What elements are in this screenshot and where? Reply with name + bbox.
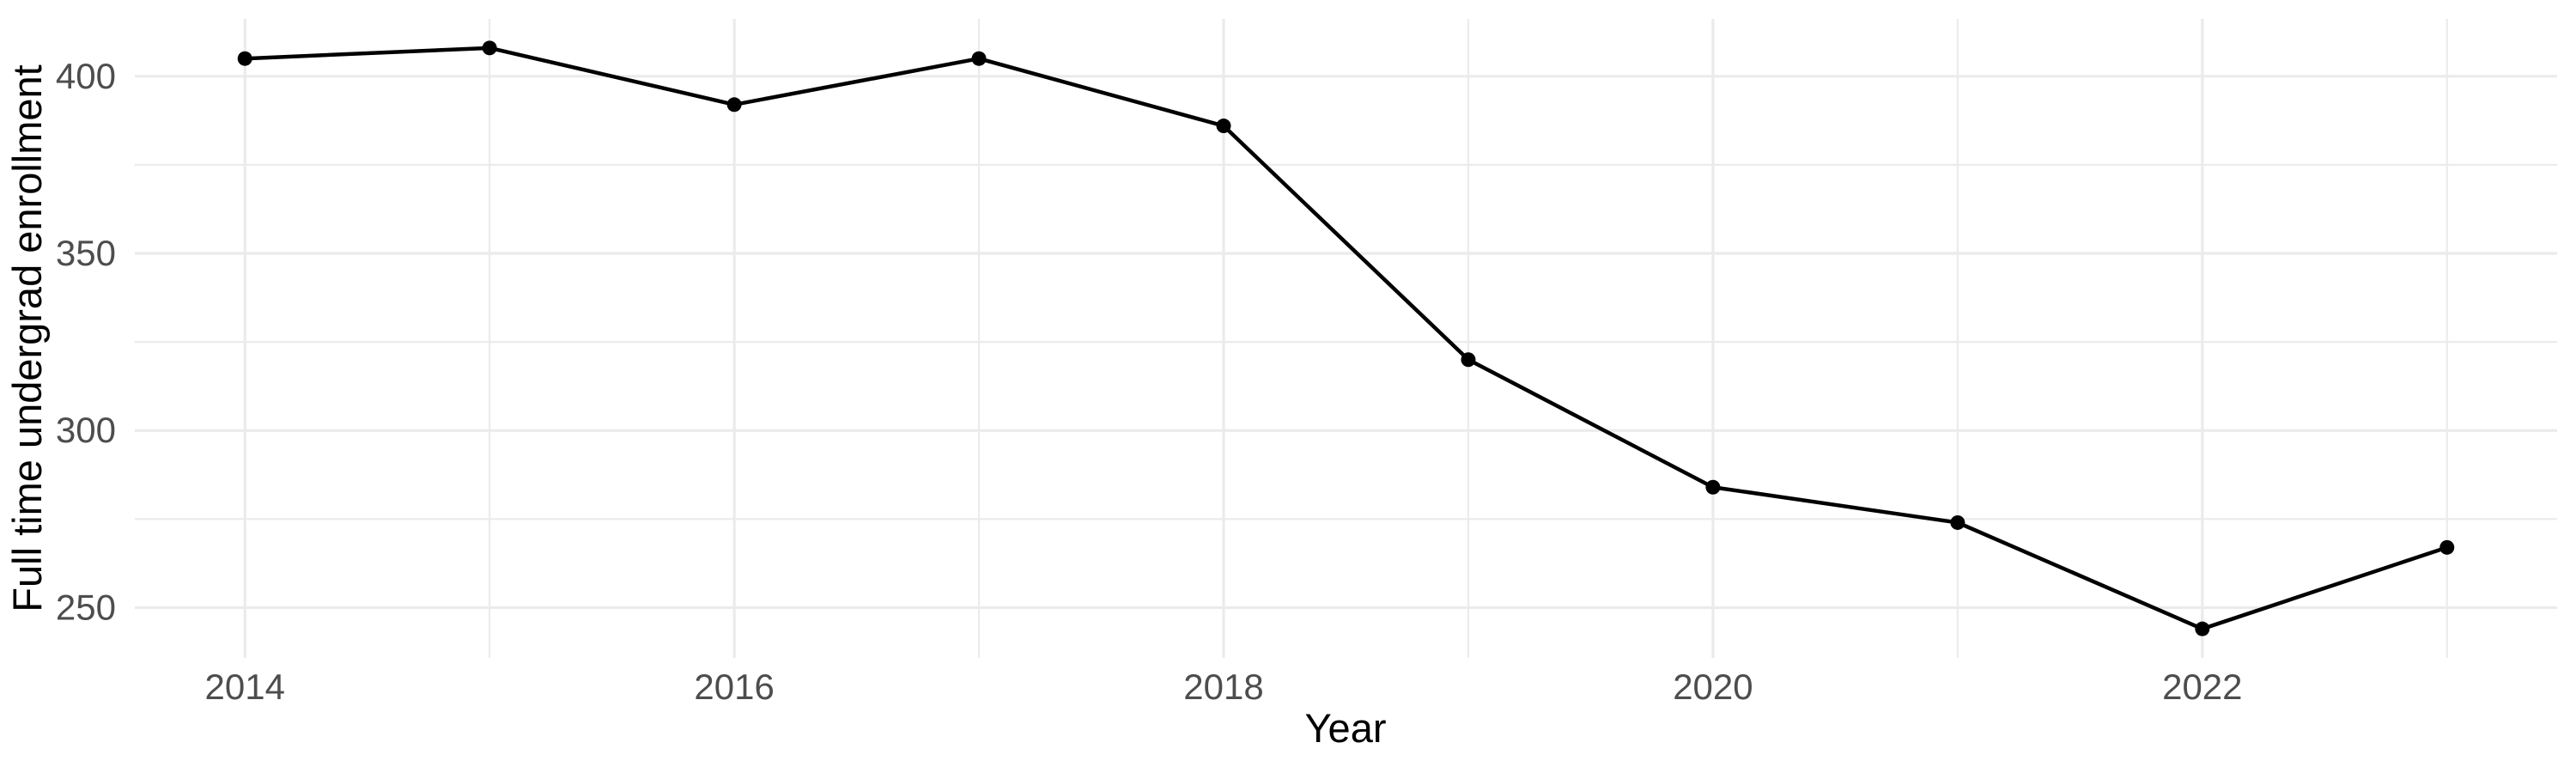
data-point [971,51,987,66]
data-point [237,51,252,66]
data-point [1461,352,1476,368]
x-tick-label: 2016 [694,666,774,707]
x-tick-label: 2022 [2162,666,2242,707]
data-point [2439,539,2455,555]
y-axis-title: Full time undergrad enrollment [4,64,50,612]
y-tick-label: 350 [56,233,116,273]
minor-gridlines [135,19,2557,658]
y-tick-label: 300 [56,410,116,450]
data-point [482,40,497,56]
y-tick-label: 250 [56,587,116,627]
major-gridlines [135,19,2557,658]
y-tick-label: 400 [56,56,116,96]
x-axis-tick-labels: 2014 2016 2018 2020 2022 [205,666,2243,707]
y-axis-tick-labels: 250 300 350 400 [56,56,116,628]
data-point [1950,514,1965,530]
data-point [2195,621,2210,636]
data-point [1216,119,1231,134]
x-tick-label: 2018 [1183,666,1263,707]
x-tick-label: 2014 [205,666,285,707]
data-series-layer [237,40,2455,636]
data-point [1705,479,1721,495]
x-axis-title: Year [1305,705,1387,751]
x-tick-label: 2020 [1673,666,1753,707]
data-point [726,97,742,113]
enrollment-trend-line [242,46,2450,631]
